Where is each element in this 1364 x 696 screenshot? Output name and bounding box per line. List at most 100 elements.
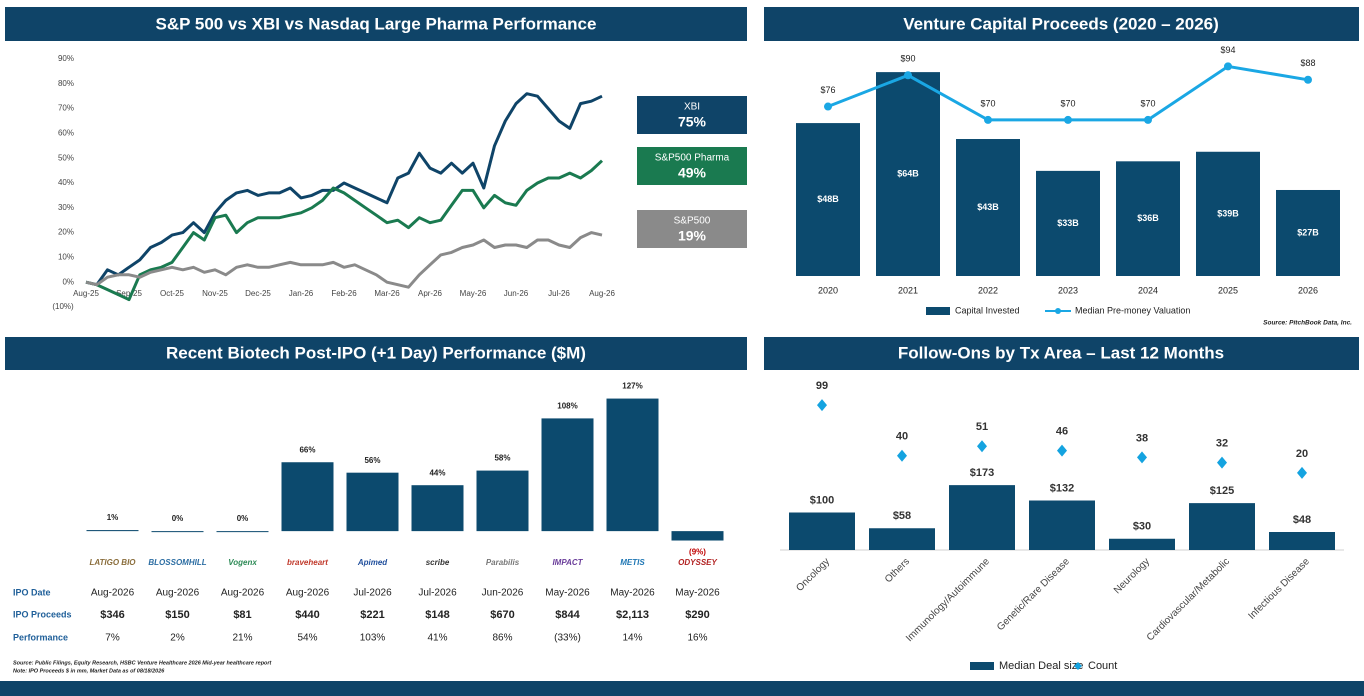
bar-value-label: 56% bbox=[364, 456, 380, 465]
company-name: METIS bbox=[620, 558, 645, 567]
header-bar bbox=[5, 7, 747, 41]
table-cell: 2% bbox=[170, 633, 185, 644]
bar bbox=[1196, 151, 1260, 276]
marker-value-label: 20 bbox=[1296, 448, 1308, 460]
bar bbox=[1276, 189, 1340, 276]
point-value-label: $76 bbox=[820, 85, 835, 95]
line-point bbox=[824, 102, 832, 111]
bar-value-label: 108% bbox=[557, 402, 577, 411]
header-bar bbox=[764, 7, 1359, 41]
x-tick-label: 2026 bbox=[1298, 285, 1318, 295]
table-cell: May-2026 bbox=[545, 588, 590, 599]
bar-value-label: $132 bbox=[1050, 482, 1074, 494]
company-name: LATIGO BIO bbox=[89, 558, 136, 567]
x-tick-label: Jul-26 bbox=[548, 289, 570, 298]
x-tick-label: 2023 bbox=[1058, 285, 1078, 295]
legend-swatch bbox=[970, 662, 994, 670]
company-name: IMPACT bbox=[552, 558, 583, 567]
company-name: BLOSSOMHILL bbox=[148, 558, 206, 567]
row-label: IPO Date bbox=[13, 587, 51, 597]
bar-value-label: $125 bbox=[1210, 485, 1234, 497]
x-tick-label: Dec-25 bbox=[245, 289, 271, 298]
marker bbox=[977, 440, 987, 453]
x-tick-label: Immunology/Autoimmune bbox=[904, 556, 992, 644]
bar bbox=[671, 531, 724, 541]
bar-value-label: $33B bbox=[1057, 218, 1079, 228]
bar bbox=[956, 139, 1020, 276]
bar bbox=[1269, 532, 1335, 550]
line-point bbox=[1144, 115, 1152, 124]
bar-value-label: 127% bbox=[622, 382, 642, 391]
row-label: IPO Proceeds bbox=[13, 609, 72, 619]
bar bbox=[216, 531, 269, 533]
marker-value-label: 46 bbox=[1056, 425, 1068, 437]
y-tick-label: 70% bbox=[58, 104, 74, 113]
x-tick-label: Aug-25 bbox=[73, 289, 99, 298]
bar-value-label: 58% bbox=[494, 454, 510, 463]
table-cell: May-2026 bbox=[610, 588, 655, 599]
x-tick-label: Neurology bbox=[1112, 556, 1152, 596]
bar-value-label: $36B bbox=[1137, 213, 1159, 223]
bar bbox=[541, 418, 594, 532]
x-tick-label: 2020 bbox=[818, 285, 838, 295]
table-cell: Jul-2026 bbox=[353, 588, 392, 599]
legend-swatch bbox=[926, 307, 950, 315]
company-name: ODYSSEY bbox=[678, 558, 717, 567]
marker bbox=[1137, 451, 1147, 464]
bar-value-label: 0% bbox=[237, 514, 249, 523]
company-name: Vogenx bbox=[228, 558, 257, 567]
point-value-label: $70 bbox=[1140, 98, 1155, 108]
point-value-label: $94 bbox=[1220, 45, 1235, 55]
table-cell: $148 bbox=[425, 609, 449, 621]
bar-value-label: 0% bbox=[172, 514, 184, 523]
x-tick-label: Apr-26 bbox=[418, 289, 443, 298]
table-cell: 86% bbox=[492, 633, 512, 644]
bar-value-label: $43B bbox=[977, 202, 999, 212]
point-value-label: $70 bbox=[1060, 98, 1075, 108]
legend-label: Median Pre-money Valuation bbox=[1075, 305, 1190, 315]
marker-value-label: 32 bbox=[1216, 437, 1228, 449]
bar bbox=[346, 472, 399, 532]
table-cell: $440 bbox=[295, 609, 319, 621]
legend-label: S&P500 Pharma bbox=[655, 153, 730, 164]
bar bbox=[876, 72, 940, 276]
table-cell: 54% bbox=[297, 633, 317, 644]
chart-title: S&P 500 vs XBI vs Nasdaq Large Pharma Pe… bbox=[156, 14, 597, 33]
x-tick-label: Nov-25 bbox=[202, 289, 228, 298]
table-cell: Jun-2026 bbox=[482, 588, 524, 599]
marker bbox=[897, 449, 907, 462]
legend-label: S&P500 bbox=[674, 216, 711, 227]
bar bbox=[281, 462, 334, 532]
bar bbox=[1109, 538, 1175, 550]
table-cell: Aug-2026 bbox=[91, 588, 135, 599]
header-bar bbox=[5, 337, 747, 370]
legend-box bbox=[637, 147, 747, 185]
point-value-label: $88 bbox=[1300, 58, 1315, 68]
end-value-label: 75% bbox=[678, 114, 707, 130]
footnote: Source: Public Filings, Equity Research,… bbox=[13, 660, 273, 666]
bar bbox=[949, 485, 1015, 550]
x-tick-label: 2024 bbox=[1138, 285, 1158, 295]
chart-title: Follow-Ons by Tx Area – Last 12 Months bbox=[898, 343, 1224, 362]
x-tick-label: Aug-26 bbox=[589, 289, 615, 298]
table-cell: 41% bbox=[427, 633, 447, 644]
x-tick-label: Cardiovascular/Metabolic bbox=[1145, 556, 1232, 643]
marker-value-label: 40 bbox=[896, 431, 908, 443]
table-cell: (33%) bbox=[554, 633, 581, 644]
table-cell: $150 bbox=[165, 609, 189, 621]
legend-swatch bbox=[1055, 308, 1061, 314]
x-tick-label: Mar-26 bbox=[374, 289, 400, 298]
x-tick-label: Jun-26 bbox=[504, 289, 529, 298]
table-cell: 7% bbox=[105, 633, 120, 644]
table-cell: $81 bbox=[233, 609, 251, 621]
x-tick-label: Oct-25 bbox=[160, 289, 185, 298]
bar-value-label: (9%) bbox=[689, 548, 706, 557]
y-tick-label: 40% bbox=[58, 178, 74, 187]
y-tick-label: 20% bbox=[58, 228, 74, 237]
end-value-label: 19% bbox=[678, 228, 707, 244]
x-tick-label: Others bbox=[883, 556, 912, 585]
row-label: Performance bbox=[13, 632, 68, 642]
bar-value-label: $173 bbox=[970, 467, 994, 479]
